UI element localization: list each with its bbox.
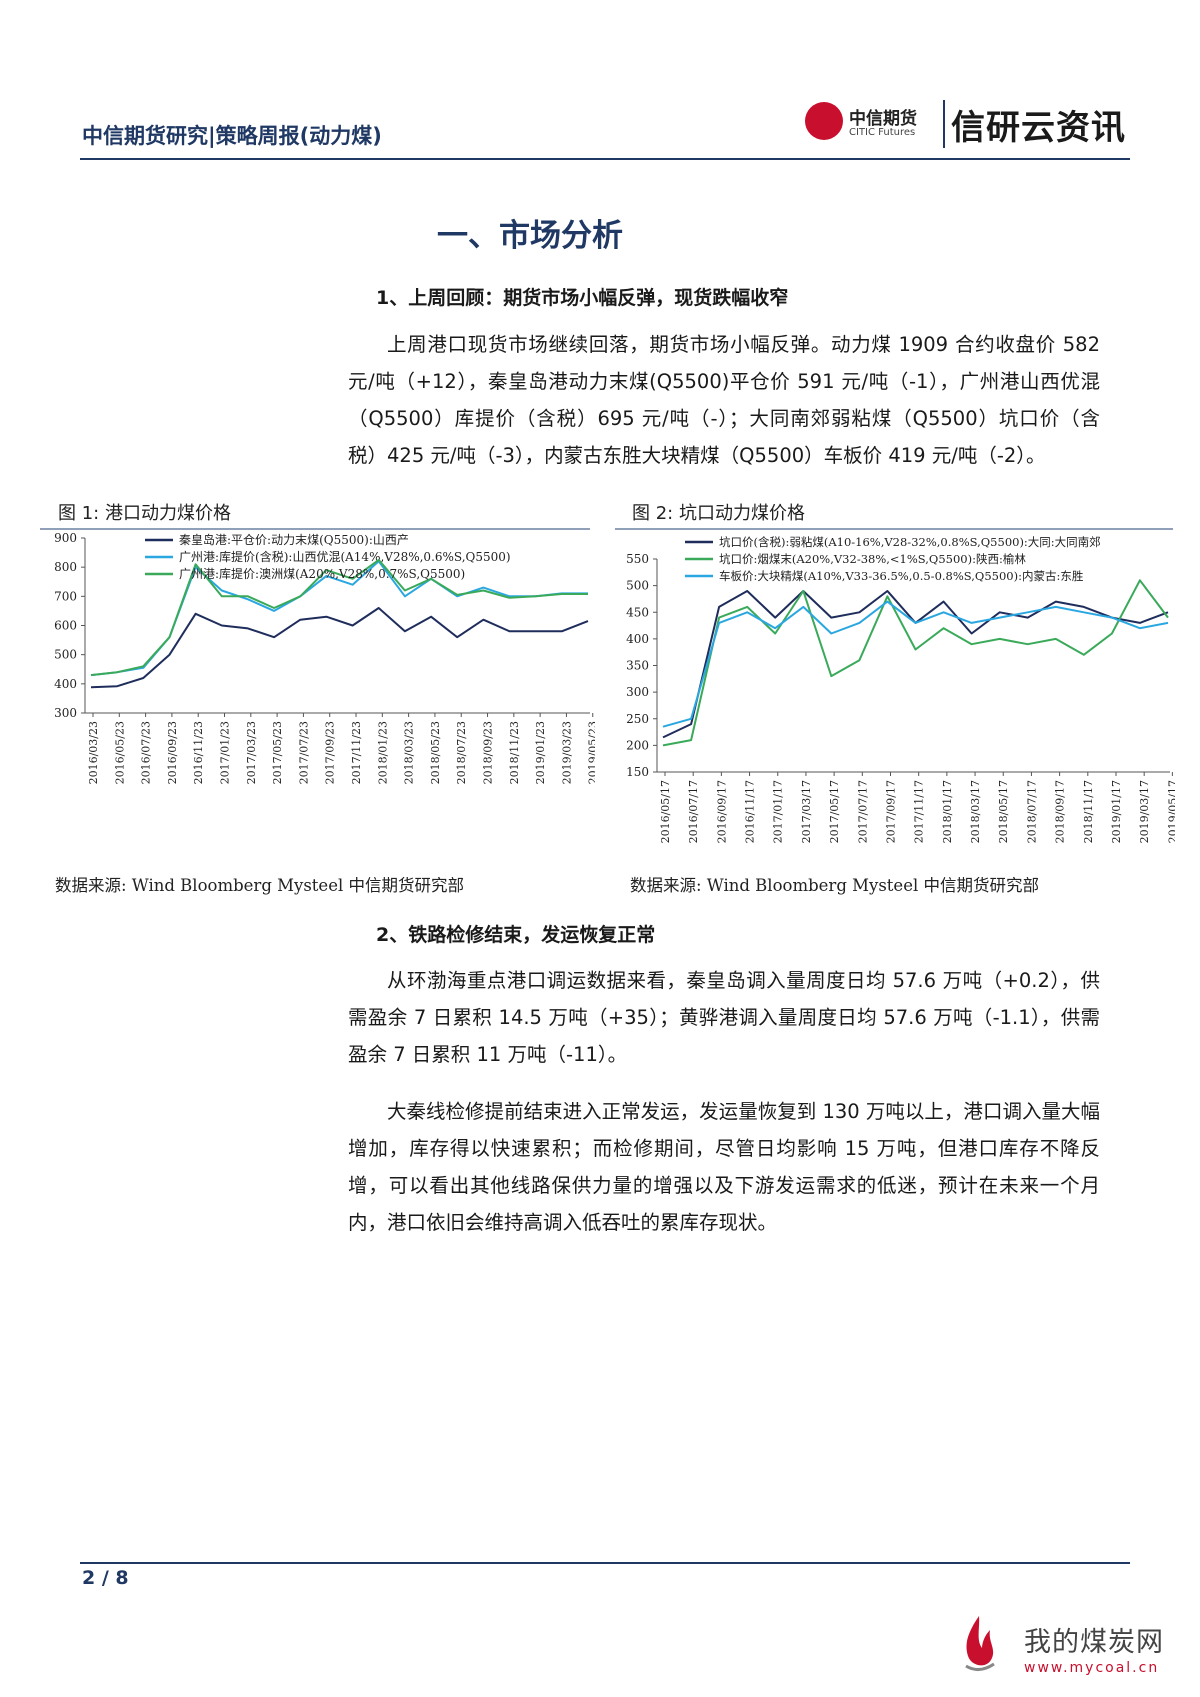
flame-logo-icon [965,1616,995,1671]
legend-label-2: 坑口价:烟煤末(A20%,V32-38%,<1%S,Q5500):陕西:榆林 [719,552,1026,566]
x-tick-label: 2016/11/23 [192,721,205,784]
y-tick-label: 350 [626,659,649,673]
figure1-chart: 300 400 500 600 700 800 900 2016/03/23 2016/05/2… [54,532,595,784]
logo-cn-text: 中信期货 [849,109,917,129]
legend-label-3: 车板价:大块精煤(A10%,V33-36.5%,0.5-0.8%S,Q5500)… [719,569,1084,583]
x-tick-label: 2017/11/23 [350,721,363,784]
y-tick-label: 500 [54,648,77,662]
x-tick-label: 2016/05/17 [659,780,672,843]
x-tick-label: 2018/01/17 [941,780,954,843]
paragraph-2: 从环渤海重点港口调运数据来看，秦皇岛调入量周度日均 57.6 万吨（+0.2），… [348,969,1100,1066]
x-tick-label: 2018/03/23 [403,721,416,784]
y-tick-label: 300 [54,706,77,720]
watermark-text: 我的煤炭网 [1024,1627,1164,1658]
x-tick-label: 2018/07/17 [1025,780,1038,843]
x-tick-label: 2017/03/23 [245,721,258,784]
x-tick-label: 2016/11/17 [744,780,757,843]
figure1-caption: 图 1: 港口动力煤价格 [58,503,231,524]
x-tick-label: 2018/09/23 [482,721,495,784]
x-tick-label: 2019/01/17 [1110,780,1123,843]
report-header-title: 中信期货研究|策略周报(动力煤) [82,124,382,148]
x-tick-label: 2019/03/17 [1138,780,1151,843]
x-tick-label: 2019/05/17 [1166,780,1175,843]
legend-label-2: 广州港:库提价(含税):山西优混(A14%,V28%,0.6%S,Q5500) [179,549,511,564]
header-rule [80,158,1130,160]
y-tick-label: 450 [626,605,649,619]
x-tick-label: 2019/01/23 [534,721,547,784]
x-tick-label: 2016/05/23 [113,721,126,784]
x-tick-label: 2017/11/17 [913,780,926,843]
x-tick-label: 2017/01/17 [772,780,785,843]
x-tick-label: 2017/07/17 [856,780,869,843]
logo-side-text: 信研云资讯 [951,108,1126,148]
citic-logo-icon [805,102,843,140]
x-tick-label: 2018/11/23 [508,721,521,784]
figure1-source: 数据来源: Wind Bloomberg Mysteel 中信期货研究部 [55,876,464,895]
subsection2-title: 2、铁路检修结束，发运恢复正常 [376,924,656,946]
subsection1-title: 1、上周回顾：期货市场小幅反弹，现货跌幅收窄 [376,287,789,309]
y-tick-label: 400 [626,632,649,646]
logo-en-text: CITIC Futures [849,127,916,138]
x-tick-label: 2017/09/23 [324,721,337,784]
x-tick-label: 2017/07/23 [297,721,310,784]
legend-label-1: 坑口价(含税):弱粘煤(A10-16%,V28-32%,0.8%S,Q5500)… [719,535,1101,549]
y-tick-label: 700 [54,589,77,603]
page-number: 2 / 8 [82,1567,129,1589]
y-tick-label: 150 [626,765,649,779]
series-line-3 [90,558,588,677]
y-tick-label: 800 [54,560,77,574]
x-tick-label: 2016/09/17 [715,780,728,843]
watermark: 我的煤炭网 www.mycoal.cn [938,1606,1188,1691]
x-tick-label: 2018/05/23 [429,721,442,784]
y-tick-label: 400 [54,677,77,691]
y-tick-label: 200 [626,738,649,752]
x-tick-label: 2017/01/23 [219,721,232,784]
x-tick-label: 2019/05/23 [587,721,595,784]
x-tick-label: 2016/07/23 [140,721,153,784]
y-tick-label: 300 [626,685,649,699]
x-tick-label: 2018/07/23 [455,721,468,784]
x-tick-label: 2018/03/17 [969,780,982,843]
x-tick-label: 2018/09/17 [1054,780,1067,843]
logo-divider [943,100,945,148]
x-tick-label: 2016/03/23 [87,721,100,784]
x-tick-label: 2018/05/17 [997,780,1010,843]
footer-rule [80,1562,1130,1564]
y-tick-label: 600 [54,619,77,633]
figure2-source: 数据来源: Wind Bloomberg Mysteel 中信期货研究部 [630,876,1039,895]
company-logo: 中信期货 CITIC Futures 信研云资讯 [805,98,1135,154]
y-tick-label: 550 [626,552,649,566]
x-tick-label: 2017/05/23 [271,721,284,784]
x-tick-label: 2018/11/17 [1082,780,1095,843]
x-tick-label: 2017/09/17 [884,780,897,843]
paragraph-3: 大秦线检修提前结束进入正常发运，发运量恢复到 130 万吨以上，港口调入量大幅增… [348,1100,1100,1234]
y-tick-label: 250 [626,712,649,726]
x-tick-label: 2016/09/23 [166,721,179,784]
x-tick-label: 2017/03/17 [800,780,813,843]
figure2-chart: 150 200 250 300 350 400 450 500 550 2016/05/17 201… [626,535,1175,843]
y-tick-label: 500 [626,579,649,593]
y-tick-label: 900 [54,532,77,545]
legend-label-3: 广州港:库提价:澳洲煤(A20%,V28%,0.7%S,Q5500) [179,566,465,581]
series-line-1 [90,607,589,689]
figure1-rule [40,528,590,530]
series-line-3 [662,600,1169,728]
x-tick-label: 2017/05/17 [828,780,841,843]
series-line-2 [662,579,1169,747]
x-tick-label: 2019/03/23 [560,721,573,784]
figure2-caption: 图 2: 坑口动力煤价格 [632,503,805,524]
x-tick-label: 2018/01/23 [376,721,389,784]
paragraph-1: 上周港口现货市场继续回落，期货市场小幅反弹。动力煤 1909 合约收盘价 582… [348,333,1100,467]
x-tick-label: 2016/07/17 [687,780,700,843]
watermark-url: www.mycoal.cn [1024,1660,1160,1676]
legend-label-1: 秦皇岛港:平仓价:动力末煤(Q5500):山西产 [179,532,409,547]
figure2-rule [615,528,1173,530]
section-title: 一、市场分析 [437,218,623,254]
